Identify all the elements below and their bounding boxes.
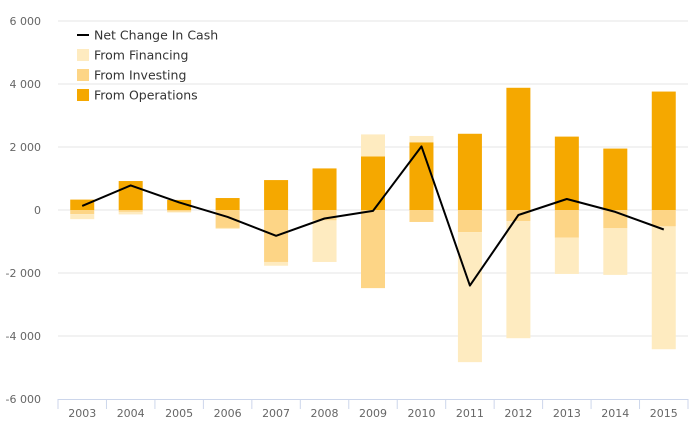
bar-from-investing[interactable] — [409, 210, 434, 222]
bar-from-investing[interactable] — [167, 210, 192, 212]
bar-from-operations[interactable] — [409, 142, 434, 210]
legend-label: From Investing — [94, 68, 186, 83]
x-tick-label: 2005 — [165, 407, 193, 420]
bar-from-operations[interactable] — [457, 133, 482, 210]
bar-from-investing[interactable] — [70, 210, 95, 215]
bar-from-investing[interactable] — [554, 210, 579, 238]
bar-from-financing[interactable] — [215, 227, 240, 229]
x-tick-label: 2013 — [553, 407, 581, 420]
x-tick-label: 2015 — [650, 407, 678, 420]
bar-from-operations[interactable] — [554, 136, 579, 210]
bars — [70, 87, 676, 363]
legend-swatch — [77, 49, 89, 61]
bar-from-operations[interactable] — [167, 199, 192, 210]
bar-from-financing[interactable] — [409, 135, 434, 143]
bar-from-operations[interactable] — [506, 87, 531, 210]
legend-item[interactable]: Net Change In Cash — [77, 28, 218, 43]
x-tick-label: 2004 — [117, 407, 145, 420]
bar-from-investing[interactable] — [118, 210, 143, 212]
bar-from-investing[interactable] — [215, 210, 240, 228]
bar-from-investing[interactable] — [651, 210, 676, 227]
bar-from-financing[interactable] — [506, 221, 531, 339]
y-tick-label: 0 — [34, 204, 41, 217]
x-tick-label: 2003 — [68, 407, 96, 420]
bar-from-financing[interactable] — [70, 214, 95, 220]
legend-item[interactable]: From Operations — [77, 88, 198, 103]
x-axis: 2003 2004 2005 2006 2007 2008 2009 2010 2011 2012… — [57, 399, 689, 420]
bar-from-operations[interactable] — [361, 156, 385, 210]
bar-from-investing[interactable] — [361, 210, 385, 289]
y-tick-label: -4 000 — [6, 330, 41, 343]
bar-from-financing[interactable] — [361, 134, 385, 157]
bar-from-financing[interactable] — [264, 261, 289, 266]
net-change-line — [81, 145, 665, 287]
y-tick-label: -2 000 — [6, 267, 41, 280]
bar-from-financing[interactable] — [554, 237, 579, 274]
x-tick-label: 2010 — [407, 407, 435, 420]
bar-from-operations[interactable] — [264, 180, 289, 210]
legend-swatch — [77, 89, 89, 101]
line-net-change-in-cash[interactable] — [81, 145, 665, 287]
bar-from-operations[interactable] — [651, 91, 676, 210]
legend-swatch — [77, 69, 89, 81]
legend-item[interactable]: From Investing — [77, 68, 186, 83]
y-tick-label: 6 000 — [10, 15, 42, 28]
bar-from-financing[interactable] — [312, 220, 337, 262]
bar-from-financing[interactable] — [167, 211, 192, 213]
x-tick-label: 2011 — [456, 407, 484, 420]
x-tick-label: 2007 — [262, 407, 290, 420]
x-tick-label: 2009 — [359, 407, 387, 420]
legend-label: From Operations — [94, 88, 198, 103]
bar-from-financing[interactable] — [651, 226, 676, 350]
y-tick-label: -6 000 — [6, 393, 41, 406]
x-tick-label: 2012 — [504, 407, 532, 420]
bar-from-financing[interactable] — [603, 228, 628, 275]
legend[interactable]: Net Change In Cash From Financing From Inv… — [77, 28, 218, 103]
legend-item[interactable]: From Financing — [77, 48, 188, 63]
bar-from-financing[interactable] — [457, 232, 482, 363]
bar-from-investing[interactable] — [312, 210, 337, 221]
legend-label: Net Change In Cash — [94, 28, 218, 43]
y-axis-tick-labels: -6 000 -4 000 -2 000 0 2 000 4 000 6 000 — [6, 15, 41, 406]
bar-from-financing[interactable] — [118, 211, 143, 215]
x-tick-label: 2006 — [214, 407, 242, 420]
y-tick-label: 2 000 — [10, 141, 42, 154]
bar-from-operations[interactable] — [312, 168, 337, 210]
x-tick-label: 2014 — [601, 407, 629, 420]
bar-from-operations[interactable] — [215, 198, 240, 210]
bar-from-investing[interactable] — [457, 210, 482, 233]
x-tick-label: 2008 — [311, 407, 339, 420]
y-tick-label: 4 000 — [10, 78, 42, 91]
bar-from-operations[interactable] — [603, 148, 628, 210]
legend-label: From Financing — [94, 48, 188, 63]
